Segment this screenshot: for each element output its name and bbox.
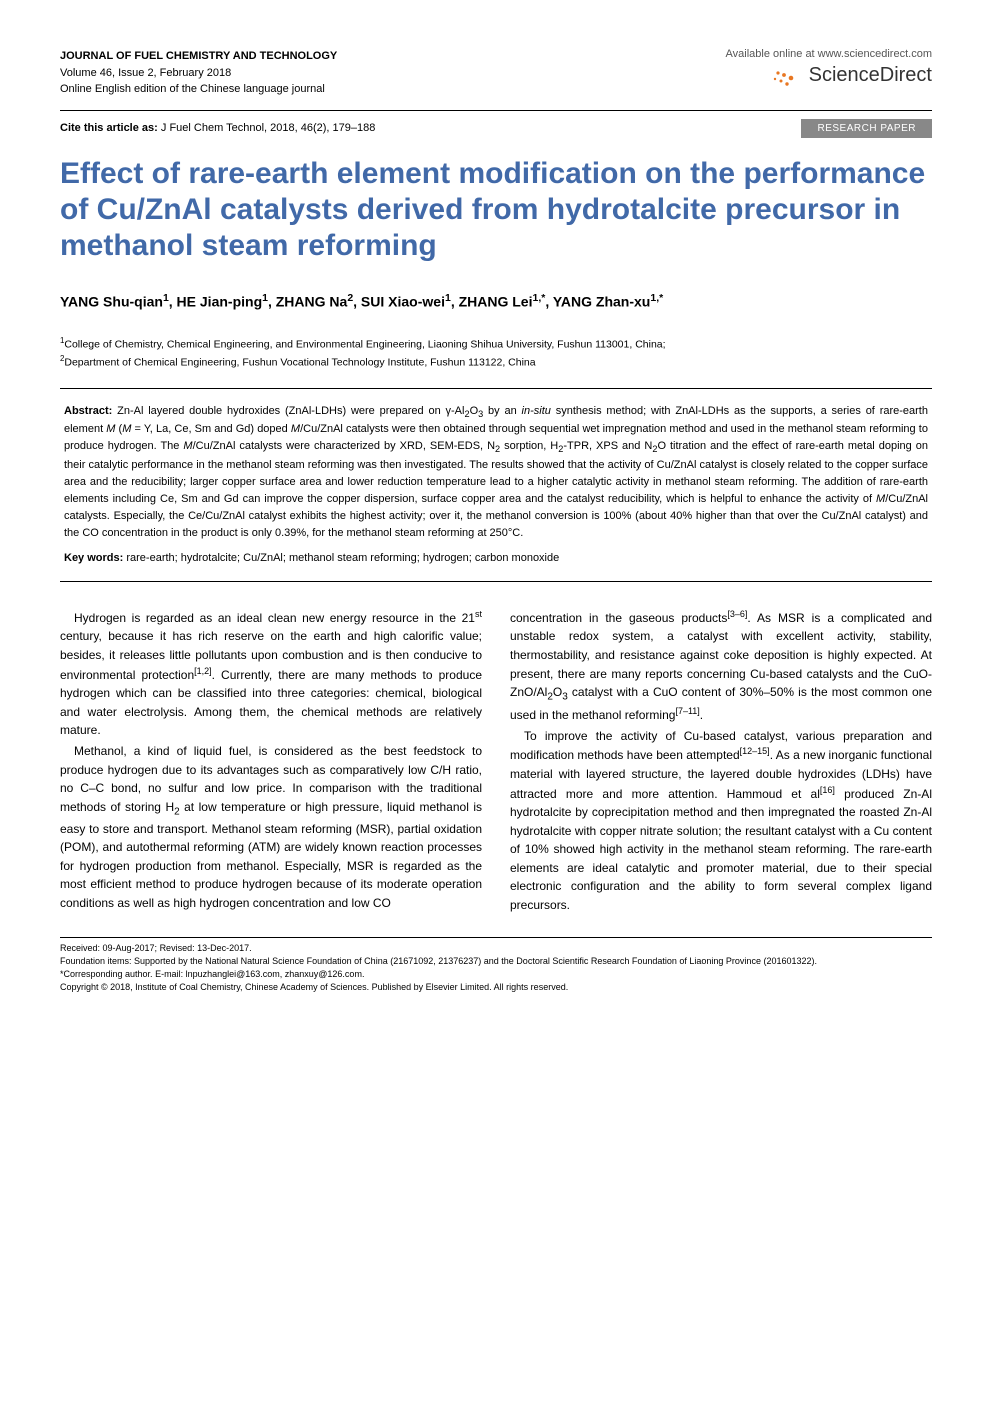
keywords-line: Key words: rare-earth; hydrotalcite; Cu/… [64,550,928,567]
citation-row: Cite this article as: J Fuel Chem Techno… [60,119,932,138]
keywords-text: rare-earth; hydrotalcite; Cu/ZnAl; metha… [126,552,559,564]
sciencedirect-icon [772,68,802,88]
body-right-para-2: To improve the activity of Cu-based cata… [510,727,932,915]
body-left-para-2: Methanol, a kind of liquid fuel, is cons… [60,742,482,913]
sciencedirect-text: ScienceDirect [809,64,932,86]
header-divider [60,110,932,111]
authors-list: YANG Shu-qian1, HE Jian-ping1, ZHANG Na2… [60,292,932,310]
abstract-box: Abstract: Zn-Al layered double hydroxide… [60,388,932,582]
footer-received: Received: 09-Aug-2017; Revised: 13-Dec-2… [60,942,932,955]
paper-type-badge: RESEARCH PAPER [801,119,932,138]
footer-foundation: Foundation items: Supported by the Natio… [60,955,932,968]
footer-block: Received: 09-Aug-2017; Revised: 13-Dec-2… [60,942,932,994]
affiliation-2: 2Department of Chemical Engineering, Fus… [60,353,932,371]
affiliations-block: 1College of Chemistry, Chemical Engineer… [60,335,932,372]
footer-divider [60,937,932,938]
edition-info: Online English edition of the Chinese la… [60,81,337,98]
body-columns: Hydrogen is regarded as an ideal clean n… [60,608,932,917]
issue-info: Volume 46, Issue 2, February 2018 [60,65,337,82]
journal-name: JOURNAL OF FUEL CHEMISTRY AND TECHNOLOGY [60,48,337,65]
page-header: JOURNAL OF FUEL CHEMISTRY AND TECHNOLOGY… [60,48,932,98]
citation-text: Cite this article as: J Fuel Chem Techno… [60,122,375,134]
footer-corresponding: *Corresponding author. E-mail: lnpuzhang… [60,968,932,981]
article-title: Effect of rare-earth element modificatio… [60,156,932,264]
abstract-label: Abstract: [64,405,112,417]
cite-label: Cite this article as: [60,122,158,134]
footer-copyright: Copyright © 2018, Institute of Coal Chem… [60,981,932,994]
cite-value: J Fuel Chem Technol, 2018, 46(2), 179–18… [158,122,376,134]
affiliation-1: 1College of Chemistry, Chemical Engineer… [60,335,932,353]
body-right-para-1: concentration in the gaseous products[3–… [510,608,932,725]
journal-header-right: Available online at www.sciencedirect.co… [726,48,932,88]
abstract-text: Abstract: Zn-Al layered double hydroxide… [64,403,928,542]
sciencedirect-brand: ScienceDirect [726,64,932,88]
body-right-column: concentration in the gaseous products[3–… [510,608,932,917]
available-online-text: Available online at www.sciencedirect.co… [726,48,932,60]
keywords-label: Key words: [64,552,123,564]
body-left-para-1: Hydrogen is regarded as an ideal clean n… [60,608,482,740]
abstract-body: Zn-Al layered double hydroxides (ZnAl-LD… [64,405,928,539]
body-left-column: Hydrogen is regarded as an ideal clean n… [60,608,482,917]
journal-header-left: JOURNAL OF FUEL CHEMISTRY AND TECHNOLOGY… [60,48,337,98]
